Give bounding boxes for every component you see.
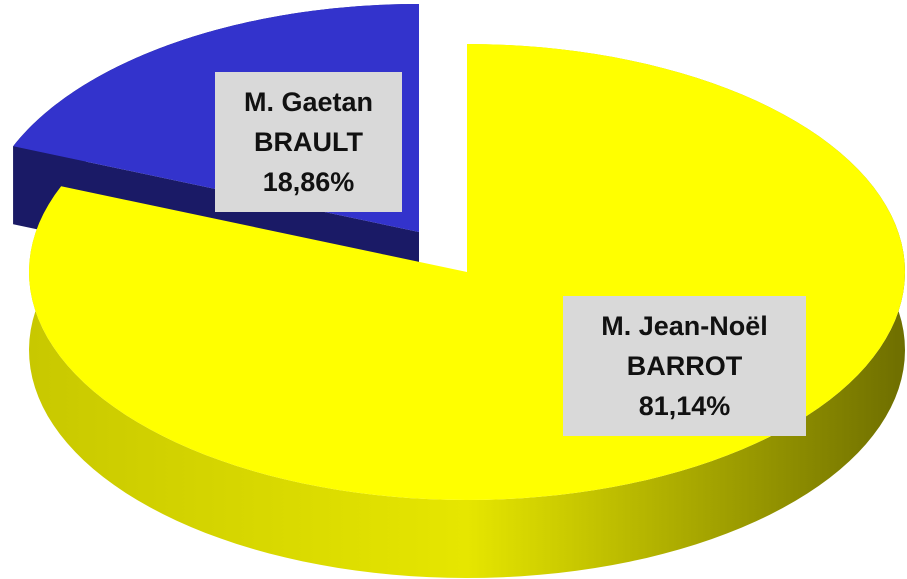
category-label: M. Jean-Noël BARROT xyxy=(601,311,768,381)
data-label: M. Jean-Noël BARROT 81,14% xyxy=(563,296,806,436)
value-label: 18,86% xyxy=(262,167,355,197)
category-label: M. Gaetan BRAULT xyxy=(243,87,374,157)
data-label: M. Gaetan BRAULT 18,86% xyxy=(215,72,402,212)
value-label: 81,14% xyxy=(638,391,731,421)
